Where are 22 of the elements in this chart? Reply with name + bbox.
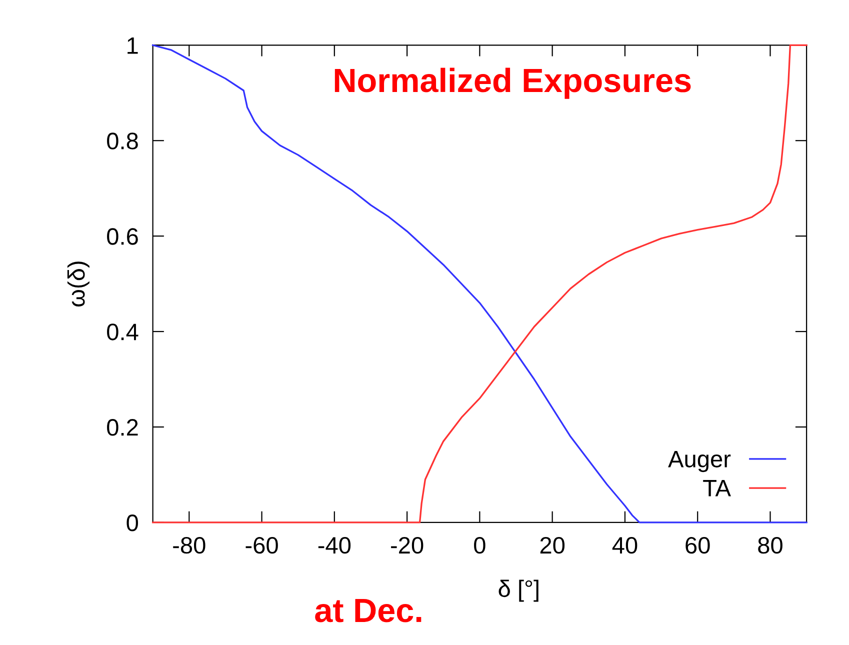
x-tick-label: -60	[246, 536, 278, 554]
x-tick-label: -80	[173, 536, 206, 554]
text: Normalized Exposures	[334, 68, 691, 99]
y-tick-label: 0.8	[107, 132, 138, 150]
x-tick-label: -20	[391, 536, 424, 554]
text: at Dec.	[315, 599, 422, 622]
x-axis-title: δ [°]	[498, 580, 538, 602]
y-tick-label: 0.4	[107, 324, 138, 340]
legend-label: Auger	[668, 450, 731, 472]
x-tick-label: 60	[686, 536, 710, 554]
x-tick-label: -40	[318, 536, 351, 554]
line-series	[152, 44, 808, 524]
y-axis-title: ω(δ)	[67, 262, 90, 306]
y-tick-label: 0.6	[107, 228, 138, 245]
y-tick-label: 0.2	[107, 419, 138, 436]
legend-label: TA	[703, 480, 731, 496]
x-tick-label: 80	[758, 536, 782, 554]
x-tick-label: 20	[540, 536, 565, 554]
y-tick-label: 0	[126, 514, 138, 532]
x-tick-label: 40	[612, 536, 638, 554]
y-tick-label: 1	[128, 37, 138, 54]
x-tick-label: 0	[474, 536, 486, 554]
